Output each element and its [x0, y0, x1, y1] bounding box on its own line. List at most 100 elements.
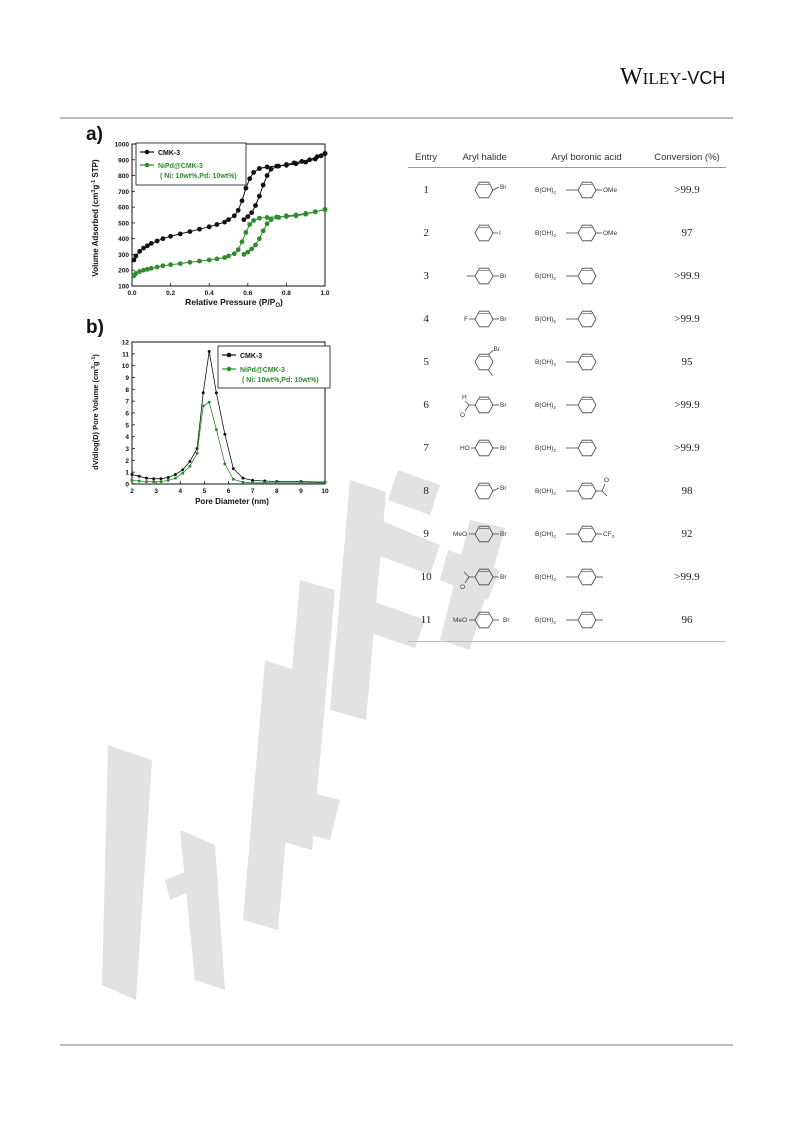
header-boronic-acid: Aryl boronic acid — [525, 148, 648, 168]
aryl-halide-structure: HO Br — [460, 439, 507, 456]
data-point — [293, 212, 299, 218]
pore-xlabel: Pore Diameter (nm) — [195, 497, 269, 506]
legend-nipd-b-composition: ( Ni: 10wt%,Pd: 10wt%) — [242, 377, 319, 384]
aryl-halide-cell: I — [444, 211, 525, 254]
conversion-value: >99.9 — [674, 312, 700, 325]
x-tick-label: 7 — [251, 488, 255, 495]
data-point — [166, 476, 170, 479]
data-point — [243, 185, 249, 191]
aryl-halide-structure: MeO Br — [453, 611, 510, 628]
data-point — [314, 154, 320, 159]
aryl-halide-cell: Br — [444, 469, 525, 512]
data-point — [152, 477, 156, 481]
boronic-acid-cell: B(OH)2 — [525, 297, 648, 340]
aryl-boronic-acid-structure: B(OH)2 OMe — [535, 224, 617, 241]
data-point — [231, 251, 237, 257]
table-row: 3 Br B(OH)2 >99.9 — [408, 254, 726, 297]
data-point — [299, 481, 303, 485]
aryl-boronic-acid-structure: B(OH)2 — [535, 353, 596, 370]
aryl-boronic-acid-structure: B(OH)2 O — [535, 477, 609, 499]
data-point — [249, 210, 255, 215]
aryl-halide-structure: Br — [474, 181, 507, 198]
footer-rule — [60, 1044, 733, 1046]
data-point — [137, 248, 143, 254]
y-tick-label: 300 — [118, 252, 129, 259]
x-tick-label: 10 — [321, 488, 329, 495]
data-point — [241, 217, 247, 223]
aryl-halide-structure: O Br — [460, 568, 507, 591]
chem-label: B(OH)2 — [535, 359, 556, 367]
data-point — [239, 239, 245, 245]
entry-number: 1 — [423, 183, 429, 196]
x-tick-label: 9 — [299, 488, 303, 495]
data-point — [251, 170, 256, 175]
table-row: 7 HO Br B(OH)2 >99.9 — [408, 426, 726, 469]
boronic-acid-cell: B(OH)2 OMe — [525, 168, 648, 212]
y-tick-label: 600 — [118, 205, 129, 212]
data-point — [276, 163, 282, 169]
data-point — [231, 213, 237, 219]
x-tick-label: 0.6 — [243, 290, 252, 297]
isotherm-chart: 100 200 300 400 500 600 700 800 900 1000 0.0 0.2 0.4… — [91, 142, 330, 310]
conversion-value: >99.9 — [674, 398, 700, 411]
chem-label: Br — [500, 531, 507, 538]
data-point — [148, 265, 154, 271]
boronic-acid-cell: B(OH)2 — [525, 383, 648, 426]
aryl-halide-cell: O Br — [444, 555, 525, 598]
chem-label: B(OH)2 — [535, 574, 556, 582]
aryl-boronic-acid-structure: B(OH)2 — [535, 439, 596, 456]
data-point — [160, 236, 166, 242]
y-tick-label: 7 — [125, 399, 129, 406]
aryl-halide-cell: Br — [444, 340, 525, 383]
aryl-halide-cell: MeO Br — [444, 598, 526, 642]
data-point — [214, 391, 218, 395]
chem-label: Br — [503, 617, 510, 624]
aryl-boronic-acid-structure: B(OH)2 — [535, 267, 596, 284]
data-point — [141, 245, 146, 251]
data-point — [145, 480, 148, 484]
chem-label: B(OH)2 — [535, 230, 556, 238]
conversion-value: 97 — [681, 226, 693, 239]
data-point — [214, 256, 220, 262]
data-point — [154, 238, 160, 244]
x-tick-label: 5 — [203, 488, 207, 495]
legend-nipd-composition: ( Ni: 10wt%,Pd: 10wt%) — [160, 173, 237, 180]
data-point — [312, 209, 318, 215]
aryl-halide-structure: I — [474, 224, 501, 241]
header-entry: Entry — [408, 148, 445, 168]
data-point — [257, 193, 262, 199]
y-tick-label: 8 — [125, 387, 129, 394]
boronic-acid-cell: B(OH)2 — [525, 254, 648, 297]
chem-label: B(OH)2 — [535, 316, 556, 324]
data-point — [201, 404, 205, 408]
data-point — [130, 478, 134, 482]
data-point — [299, 159, 305, 164]
data-point — [177, 261, 183, 266]
conversion-value: 96 — [647, 598, 726, 642]
table-row: 11 MeO Br B(OH)2 96 — [408, 598, 726, 642]
y-tick-label: 800 — [118, 173, 129, 180]
aryl-halide-structure: F Br — [464, 310, 507, 327]
chem-label: Br — [500, 316, 507, 323]
data-point — [260, 228, 266, 234]
chem-label: F — [464, 316, 468, 323]
conversion-value: 95 — [681, 355, 693, 368]
pore-legend: CMK-3 NiPd@CMK-3 ( Ni: 10wt%,Pd: 10wt%) — [217, 345, 331, 389]
data-point — [245, 249, 251, 255]
boronic-acid-cell: B(OH)2 OMe — [525, 211, 648, 254]
x-tick-label: 1.0 — [320, 290, 329, 297]
y-tick-label: 3 — [125, 446, 129, 453]
aryl-halide-cell: O Br H — [444, 383, 525, 426]
data-point — [231, 477, 235, 481]
isotherm-xlabel: Relative Pressure (P/PO) — [185, 297, 283, 309]
y-tick-label: 4 — [125, 434, 129, 441]
data-point — [251, 481, 255, 485]
data-point — [223, 462, 227, 466]
entry-number: 4 — [423, 312, 429, 325]
aryl-boronic-acid-structure: B(OH)2 OMe — [535, 181, 617, 198]
data-point — [257, 166, 262, 171]
boronic-acid-cell: B(OH)2 — [525, 598, 648, 642]
panel-b-label: b) — [86, 317, 104, 338]
boronic-acid-cell: B(OH)2 — [525, 340, 648, 383]
data-point — [188, 460, 192, 463]
